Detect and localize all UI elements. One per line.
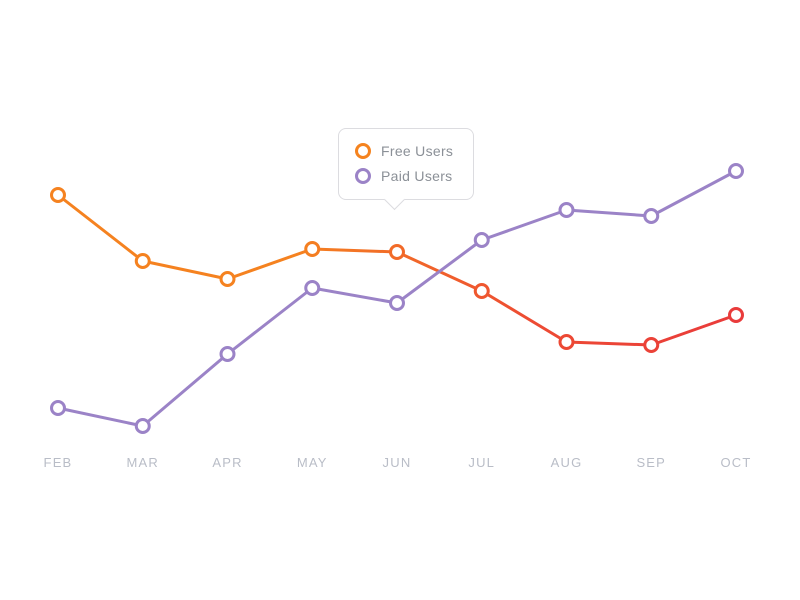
- legend-item-free-users[interactable]: Free Users: [355, 143, 453, 159]
- svg-text:JUL: JUL: [468, 455, 495, 470]
- free-users-marker-icon: [355, 143, 371, 159]
- svg-text:SEP: SEP: [636, 455, 666, 470]
- svg-text:MAR: MAR: [127, 455, 160, 470]
- paid-users-marker-icon: [355, 168, 371, 184]
- legend-label-free-users: Free Users: [381, 143, 454, 159]
- svg-text:JUN: JUN: [383, 455, 412, 470]
- legend-label-paid-users: Paid Users: [381, 168, 453, 184]
- legend-tooltip: Free Users Paid Users: [338, 128, 475, 211]
- svg-text:OCT: OCT: [720, 455, 751, 470]
- svg-text:FEB: FEB: [44, 455, 73, 470]
- svg-text:AUG: AUG: [551, 455, 583, 470]
- legend-item-paid-users[interactable]: Paid Users: [355, 168, 453, 184]
- svg-text:APR: APR: [212, 455, 242, 470]
- svg-text:MAY: MAY: [297, 455, 328, 470]
